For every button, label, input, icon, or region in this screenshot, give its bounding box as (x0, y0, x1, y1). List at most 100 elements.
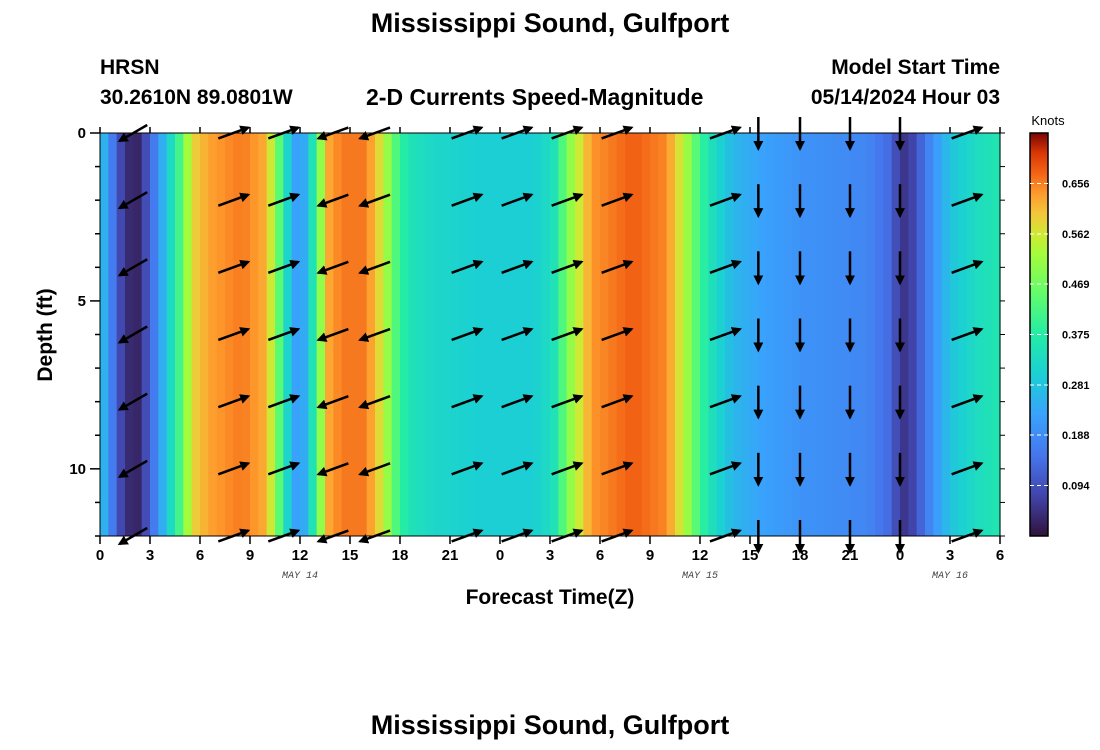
heatmap-cell (975, 133, 984, 536)
x-tick-label: 0 (896, 547, 904, 564)
colorbar: Knots 0.656 0.562 0.469 0.375 0.281 0.188 0.09… (1029, 113, 1090, 537)
current-arrow (316, 193, 349, 208)
current-arrow (451, 327, 484, 342)
heatmap-cell (141, 133, 151, 536)
heatmap-cell (941, 133, 951, 536)
current-arrow (267, 192, 301, 207)
heatmap-cell (616, 133, 626, 536)
heatmap-cell (575, 133, 584, 536)
chart-title: Mississippi Sound, Gulfport (370, 8, 730, 38)
x-tick-label: 21 (842, 547, 859, 564)
heatmap-cell (933, 133, 943, 536)
current-arrow (358, 462, 391, 477)
heatmap-cell (225, 133, 234, 536)
heatmap-cell (491, 133, 501, 536)
heatmap-cell (750, 133, 759, 536)
x-tick-label: 18 (392, 547, 409, 564)
heatmap-cell (216, 133, 226, 536)
heatmap-cell (791, 133, 801, 536)
current-arrow (709, 327, 742, 342)
current-arrow (117, 392, 148, 411)
current-arrow (316, 462, 349, 477)
current-arrow (217, 327, 251, 342)
current-arrow (601, 259, 634, 274)
heatmap-cell (125, 133, 134, 536)
current-arrow (316, 260, 349, 275)
heatmap-cell (641, 133, 651, 536)
date-label: MAY 14 (282, 571, 318, 582)
current-arrow (267, 327, 301, 342)
colorbar-tick-label: 0.656 (1062, 179, 1090, 191)
heatmap-cell (816, 133, 826, 536)
heatmap-cell (908, 133, 918, 536)
heatmap-cell (633, 133, 643, 536)
current-arrow (551, 394, 584, 409)
heatmap-cell (608, 133, 618, 536)
heatmap-cell (866, 133, 876, 536)
heatmap-cell (475, 133, 484, 536)
x-tick-label: 12 (692, 547, 709, 564)
heatmap-cell (133, 133, 143, 536)
heatmap-cell (900, 133, 909, 536)
x-tick-label: 0 (96, 547, 104, 564)
x-axis: 0 3 6 9 12 15 18 21 0 3 6 9 12 15 18 21 0 3 6 MAY 14 MAY 15 M… (96, 127, 1004, 582)
x-tick-label: 18 (792, 547, 809, 564)
current-arrow (358, 395, 391, 410)
heatmap-cell (200, 133, 209, 536)
current-arrow (951, 461, 984, 476)
colorbar-unit: Knots (1031, 113, 1065, 128)
heatmap-cell (800, 133, 809, 536)
current-arrow (951, 192, 984, 207)
current-arrow (501, 192, 534, 207)
x-axis-title: Forecast Time(Z) (466, 586, 635, 609)
heatmap-cell (100, 133, 109, 536)
heatmap-cell (250, 133, 259, 536)
heatmap-cell (733, 133, 743, 536)
current-arrow (451, 192, 484, 207)
current-arrow (601, 192, 634, 207)
current-arrow (267, 259, 301, 274)
station-id: HRSN (100, 56, 160, 79)
heatmap-cell (375, 133, 384, 536)
heatmap-cell (500, 133, 509, 536)
date-label: MAY 15 (682, 571, 718, 582)
heatmap-cell (258, 133, 268, 536)
x-tick-label: 0 (496, 547, 504, 564)
heatmap-cell (300, 133, 309, 536)
current-arrow (451, 461, 484, 476)
heatmap-cell (433, 133, 443, 536)
current-arrow (709, 461, 742, 476)
heatmap-cell (833, 133, 843, 536)
current-arrow (217, 461, 251, 476)
heatmap-cell (691, 133, 701, 536)
heatmap-cell (525, 133, 534, 536)
current-arrow (601, 394, 634, 409)
heatmap-cell (241, 133, 251, 536)
x-tick-label: 21 (442, 547, 459, 564)
heatmap-cell (316, 133, 326, 536)
heatmap-cell (550, 133, 559, 536)
chart-subtitle: 2-D Currents Speed-Magnitude (366, 84, 704, 110)
heatmap-cell (841, 133, 851, 536)
current-arrow (358, 193, 391, 208)
colorbar-tick-label: 0.562 (1062, 229, 1090, 241)
x-tick-label: 9 (646, 547, 654, 564)
heatmap-cell (341, 133, 351, 536)
heatmap-cell (583, 133, 593, 536)
current-arrow (601, 327, 634, 342)
heatmap-cell (350, 133, 359, 536)
x-tick-label: 3 (146, 547, 154, 564)
current-arrow (117, 459, 148, 478)
current-arrow (951, 394, 984, 409)
heatmap-cell (683, 133, 693, 536)
heatmap-cell (233, 133, 243, 536)
date-label: MAY 16 (932, 571, 968, 582)
y-axis: 0 5 10 (69, 125, 1005, 537)
current-arrow (501, 327, 534, 342)
heatmap-cell (450, 133, 459, 536)
current-arrow (451, 259, 484, 274)
x-tick-label: 6 (996, 547, 1004, 564)
heatmap-cell (158, 133, 168, 536)
heatmap-cell (766, 133, 776, 536)
heatmap-cell (516, 133, 526, 536)
